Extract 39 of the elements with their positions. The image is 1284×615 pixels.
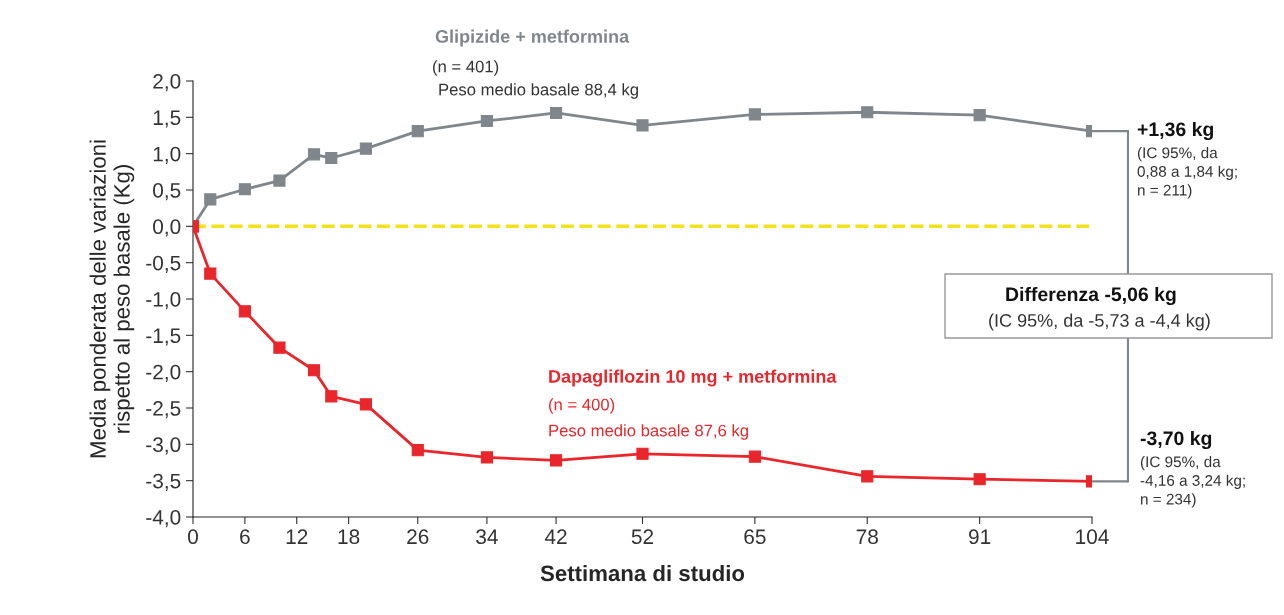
text: Glipizide + metformina bbox=[435, 29, 630, 47]
text: (n = 401) bbox=[433, 60, 499, 76]
text: (IC 95%, da -4,16 a 3,24 kg; n = 234) bbox=[1140, 456, 1245, 508]
y-tick-label: 1,5 bbox=[153, 110, 181, 128]
x-tick-label: 18 bbox=[338, 529, 360, 545]
annotation: (IC 95%, da -5,73 a -4,4 kg) bbox=[989, 313, 1210, 331]
y-tick-label: 2,0 bbox=[153, 74, 181, 92]
x-tick-label: 104 bbox=[1076, 529, 1109, 545]
y-tick-label: -3,5 bbox=[146, 473, 181, 491]
x-tick-label: 42 bbox=[544, 529, 567, 544]
x-tick-label: 91 bbox=[969, 529, 991, 545]
y-tick-label: -1,0 bbox=[146, 292, 181, 310]
x-tick-label: 6 bbox=[240, 529, 250, 545]
y-tick-label: 0,5 bbox=[153, 183, 181, 201]
x-tick-label: 65 bbox=[744, 529, 766, 545]
text: -3,70 kg bbox=[1140, 430, 1212, 450]
x-tick-label: 12 bbox=[286, 529, 308, 544]
x-tick-label: 26 bbox=[407, 529, 429, 545]
x-tick-label: 52 bbox=[631, 529, 654, 545]
y-axis-title: Media ponderata delle variazioni rispetto al peso basale (Kg) bbox=[89, 140, 135, 458]
annotation: (n = 400) bbox=[549, 398, 615, 414]
y-tick-label: 0,0 bbox=[153, 219, 181, 237]
y-tick-label: -0,5 bbox=[146, 255, 181, 273]
annotation: Peso medio basale 87,6 kg bbox=[549, 424, 748, 440]
annotation: Peso medio basale 88,4 kg bbox=[439, 83, 638, 99]
y-tick-label: 1,0 bbox=[153, 146, 181, 164]
x-tick-label: 34 bbox=[476, 529, 498, 545]
x-tick-label: 0 bbox=[188, 529, 198, 545]
y-tick-label: -1,5 bbox=[146, 328, 181, 346]
text: +1,36 kg bbox=[1137, 121, 1213, 141]
x-tick-label: 78 bbox=[856, 529, 878, 545]
text: (IC 95%, da 0,88 a 1,84 kg; n = 211) bbox=[1137, 147, 1237, 199]
annotation: Differenza -5,06 kg bbox=[1006, 286, 1176, 306]
text: Dapagliflozin 10 mg + metformina bbox=[549, 369, 837, 387]
x-axis-title: Settimana di studio bbox=[540, 564, 745, 582]
y-tick-label: -3,0 bbox=[146, 437, 181, 455]
y-tick-label: -2,5 bbox=[146, 401, 181, 419]
y-tick-label: -4,0 bbox=[146, 510, 181, 528]
y-tick-label: -2,0 bbox=[146, 364, 181, 382]
